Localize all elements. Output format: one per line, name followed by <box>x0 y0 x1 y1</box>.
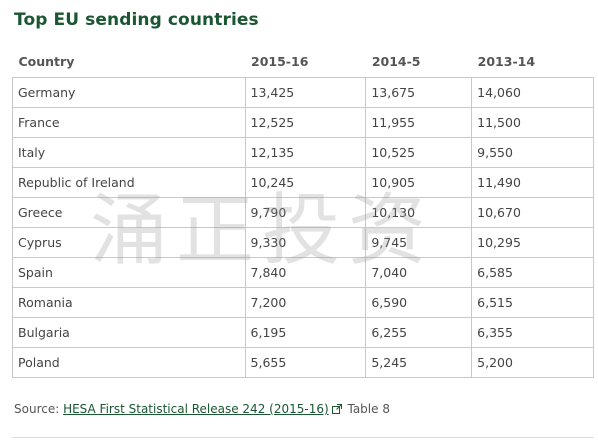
country-cell: Cyprus <box>12 226 246 258</box>
value-cell: 9,745 <box>365 226 473 258</box>
country-cell: Germany <box>12 76 246 108</box>
country-cell: Bulgaria <box>12 316 246 348</box>
value-cell: 7,040 <box>365 256 473 288</box>
column-header-2014-5: 2014-5 <box>371 54 421 70</box>
value-cell: 10,295 <box>471 226 594 258</box>
value-cell: 5,655 <box>244 346 367 378</box>
country-cell: Republic of Ireland <box>12 166 246 198</box>
country-cell: France <box>12 106 246 138</box>
table-row: Greece 9,790 10,130 10,670 <box>12 196 594 228</box>
value-cell: 11,955 <box>365 106 473 138</box>
country-cell: Spain <box>12 256 246 288</box>
value-cell: 10,525 <box>365 136 473 168</box>
value-cell: 10,905 <box>365 166 473 198</box>
value-cell: 5,245 <box>365 346 473 378</box>
value-cell: 12,135 <box>244 136 367 168</box>
value-cell: 11,500 <box>471 106 594 138</box>
value-cell: 13,425 <box>244 76 367 108</box>
country-cell: Greece <box>12 196 246 228</box>
table-row: Bulgaria 6,195 6,255 6,355 <box>12 316 594 348</box>
table-row: Republic of Ireland 10,245 10,905 11,490 <box>12 166 594 198</box>
country-cell: Poland <box>12 346 246 378</box>
value-cell: 9,550 <box>471 136 594 168</box>
data-table: Country 2015-16 2014-5 2013-14 Germany 1… <box>12 47 594 378</box>
value-cell: 6,515 <box>471 286 594 318</box>
source-link[interactable]: HESA First Statistical Release 242 (2015… <box>63 402 329 416</box>
value-cell: 10,245 <box>244 166 367 198</box>
divider <box>12 437 594 438</box>
table-row: Cyprus 9,330 9,745 10,295 <box>12 226 594 258</box>
table-header-row: Country 2015-16 2014-5 2013-14 <box>13 47 594 77</box>
table-row: Germany 13,425 13,675 14,060 <box>12 76 594 108</box>
source-prefix: Source: <box>14 402 64 416</box>
country-cell: Italy <box>12 136 246 168</box>
column-header-country: Country <box>18 54 75 70</box>
table-row: Italy 12,135 10,525 9,550 <box>12 136 594 168</box>
value-cell: 6,355 <box>471 316 594 348</box>
source-line: Source: HESA First Statistical Release 2… <box>14 402 390 416</box>
value-cell: 9,330 <box>244 226 367 258</box>
column-header-2015-16: 2015-16 <box>251 54 309 70</box>
source-suffix: Table 8 <box>343 402 390 416</box>
value-cell: 6,585 <box>471 256 594 288</box>
country-cell: Romania <box>12 286 246 318</box>
table-row: Spain 7,840 7,040 6,585 <box>12 256 594 288</box>
value-cell: 6,255 <box>365 316 473 348</box>
value-cell: 9,790 <box>244 196 367 228</box>
value-cell: 12,525 <box>244 106 367 138</box>
column-header-2013-14: 2013-14 <box>477 54 536 70</box>
value-cell: 6,590 <box>365 286 473 318</box>
value-cell: 11,490 <box>471 166 594 198</box>
value-cell: 5,200 <box>471 346 594 378</box>
external-link-icon[interactable] <box>331 404 342 414</box>
table-row: Poland 5,655 5,245 5,200 <box>12 346 594 378</box>
value-cell: 7,840 <box>244 256 367 288</box>
page-title: Top EU sending countries <box>14 10 259 30</box>
value-cell: 13,675 <box>365 76 473 108</box>
table-row: Romania 7,200 6,590 6,515 <box>12 286 594 318</box>
value-cell: 7,200 <box>244 286 367 318</box>
value-cell: 10,130 <box>365 196 473 228</box>
value-cell: 10,670 <box>471 196 594 228</box>
value-cell: 14,060 <box>471 76 594 108</box>
value-cell: 6,195 <box>244 316 367 348</box>
table-row: France 12,525 11,955 11,500 <box>12 106 594 138</box>
